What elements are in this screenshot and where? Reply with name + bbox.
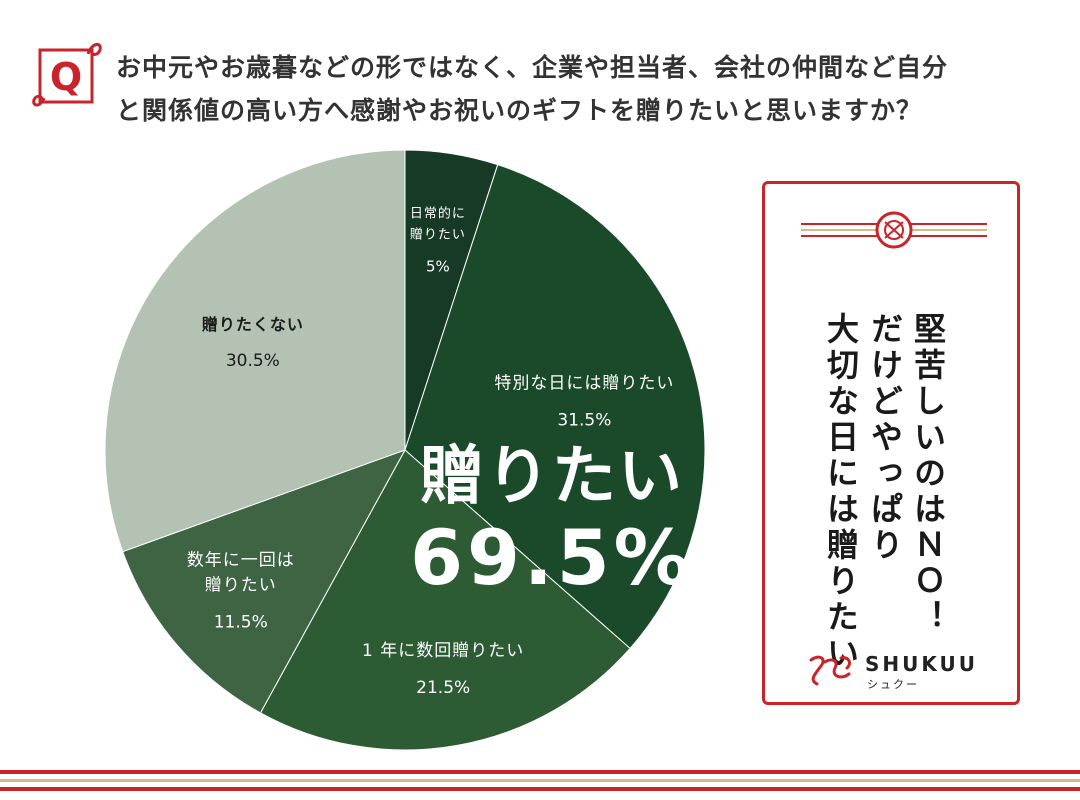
note-line-3: 大切な日には贈りたい — [822, 312, 860, 672]
pie-slice — [104, 149, 406, 553]
brand-logo: SHUKUU シュクー — [805, 650, 985, 691]
slice-value: 31.5% — [557, 410, 611, 430]
question-text: お中元やお歳暮などの形ではなく、企業や担当者、会社の仲間など自分 と関係値の高い… — [116, 46, 1056, 132]
highlight-value: 69.5% — [410, 513, 694, 602]
slice-value: 5% — [426, 258, 450, 276]
mizuhiki-knot-icon — [801, 211, 987, 249]
shukuu-logo-icon — [809, 655, 851, 686]
highlight-label: 贈りたい — [420, 440, 684, 514]
question-line-1: お中元やお歳暮などの形ではなく、企業や担当者、会社の仲間など自分 — [116, 53, 949, 82]
pie-slice — [404, 164, 706, 650]
note-line-1: 堅苦しいのはＮＯ！ — [909, 312, 947, 636]
slice-value: 21.5% — [416, 678, 470, 698]
pie-slice — [122, 449, 407, 714]
slice-label: 贈りたくない — [202, 315, 304, 334]
slice-label: 特別な日には贈りたい — [494, 373, 674, 393]
q-mark: Q — [50, 55, 82, 99]
slice-label: 日常的に — [410, 206, 466, 222]
brand-name: SHUKUU — [865, 652, 979, 676]
brand-kana: シュクー — [867, 678, 919, 691]
slice-label: 贈りたい — [410, 227, 466, 243]
question-icon: Q — [32, 43, 102, 107]
question-line-2: と関係値の高い方へ感謝やお祝いのギフトを贈りたいと思いますか？ — [116, 96, 923, 125]
slice-label: 数年に一回は — [187, 550, 295, 570]
slice-label: 贈りたい — [205, 575, 277, 595]
slice-value: 11.5% — [214, 612, 268, 632]
bottom-stripes — [0, 770, 1080, 791]
pie-slice — [259, 449, 631, 751]
slice-value: 30.5% — [226, 351, 280, 371]
note-card: 堅苦しいのはＮＯ！ だけどやっぱり 大切な日には贈りたい SHUKUU シュクー — [762, 181, 1020, 705]
note-line-2: だけどやっぱり — [866, 312, 904, 564]
slice-label: 1 年に数回贈りたい — [362, 641, 524, 661]
